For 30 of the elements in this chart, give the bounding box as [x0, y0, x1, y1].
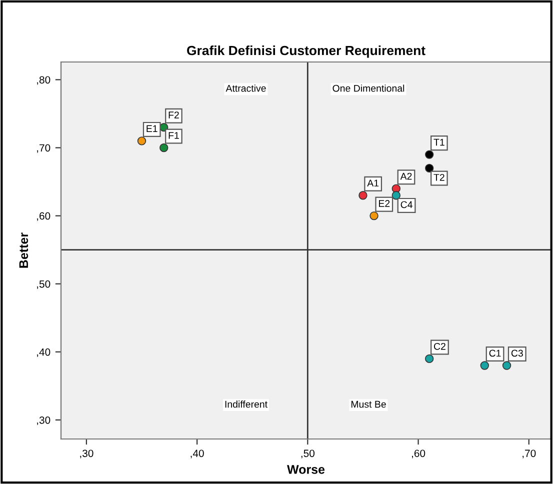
- annotation: C1: [489, 350, 501, 357]
- annotation: F2: [168, 112, 179, 118]
- y-tick-label: ,80: [37, 76, 50, 85]
- annotation: C4: [400, 201, 412, 208]
- x-tick-label: ,60: [412, 450, 426, 458]
- y-tick-label: ,50: [37, 280, 50, 289]
- annotation: One Dimentional: [332, 84, 404, 92]
- annotation: A1: [367, 180, 379, 186]
- annotation: E1: [146, 125, 158, 132]
- annotation: T2: [434, 174, 444, 181]
- x-tick-label: ,70: [522, 450, 536, 458]
- y-tick-label: ,60: [37, 212, 50, 221]
- annotation: C2: [434, 342, 446, 350]
- y-axis-title: Better: [19, 232, 28, 268]
- annotation: C3: [511, 350, 523, 357]
- x-tick-label: ,30: [80, 450, 94, 458]
- y-tick-label: ,40: [37, 348, 50, 358]
- annotation: A2: [400, 172, 412, 180]
- annotation: F1: [168, 132, 179, 139]
- annotation: Must Be: [351, 400, 386, 408]
- y-tick-label: ,30: [37, 416, 50, 426]
- x-axis-title: Worse: [287, 465, 325, 474]
- annotation: Indifferent: [225, 400, 268, 408]
- annotation: T1: [434, 138, 444, 146]
- chart-title: Grafik Definisi Customer Requirement: [187, 45, 426, 58]
- annotation: Attractive: [226, 84, 266, 92]
- y-tick-label: ,70: [37, 144, 50, 153]
- annotation: E2: [378, 200, 390, 207]
- x-tick-label: ,50: [301, 450, 314, 458]
- x-tick-label: ,40: [190, 450, 204, 458]
